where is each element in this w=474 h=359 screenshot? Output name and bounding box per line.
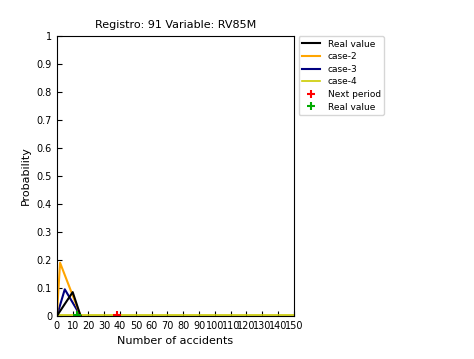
Legend: Real value, case-2, case-3, case-4, Next period, Real value: Real value, case-2, case-3, case-4, Next…: [299, 36, 384, 115]
X-axis label: Number of accidents: Number of accidents: [118, 336, 233, 346]
Title: Registro: 91 Variable: RV85M: Registro: 91 Variable: RV85M: [95, 20, 256, 29]
Y-axis label: Probability: Probability: [21, 146, 31, 205]
